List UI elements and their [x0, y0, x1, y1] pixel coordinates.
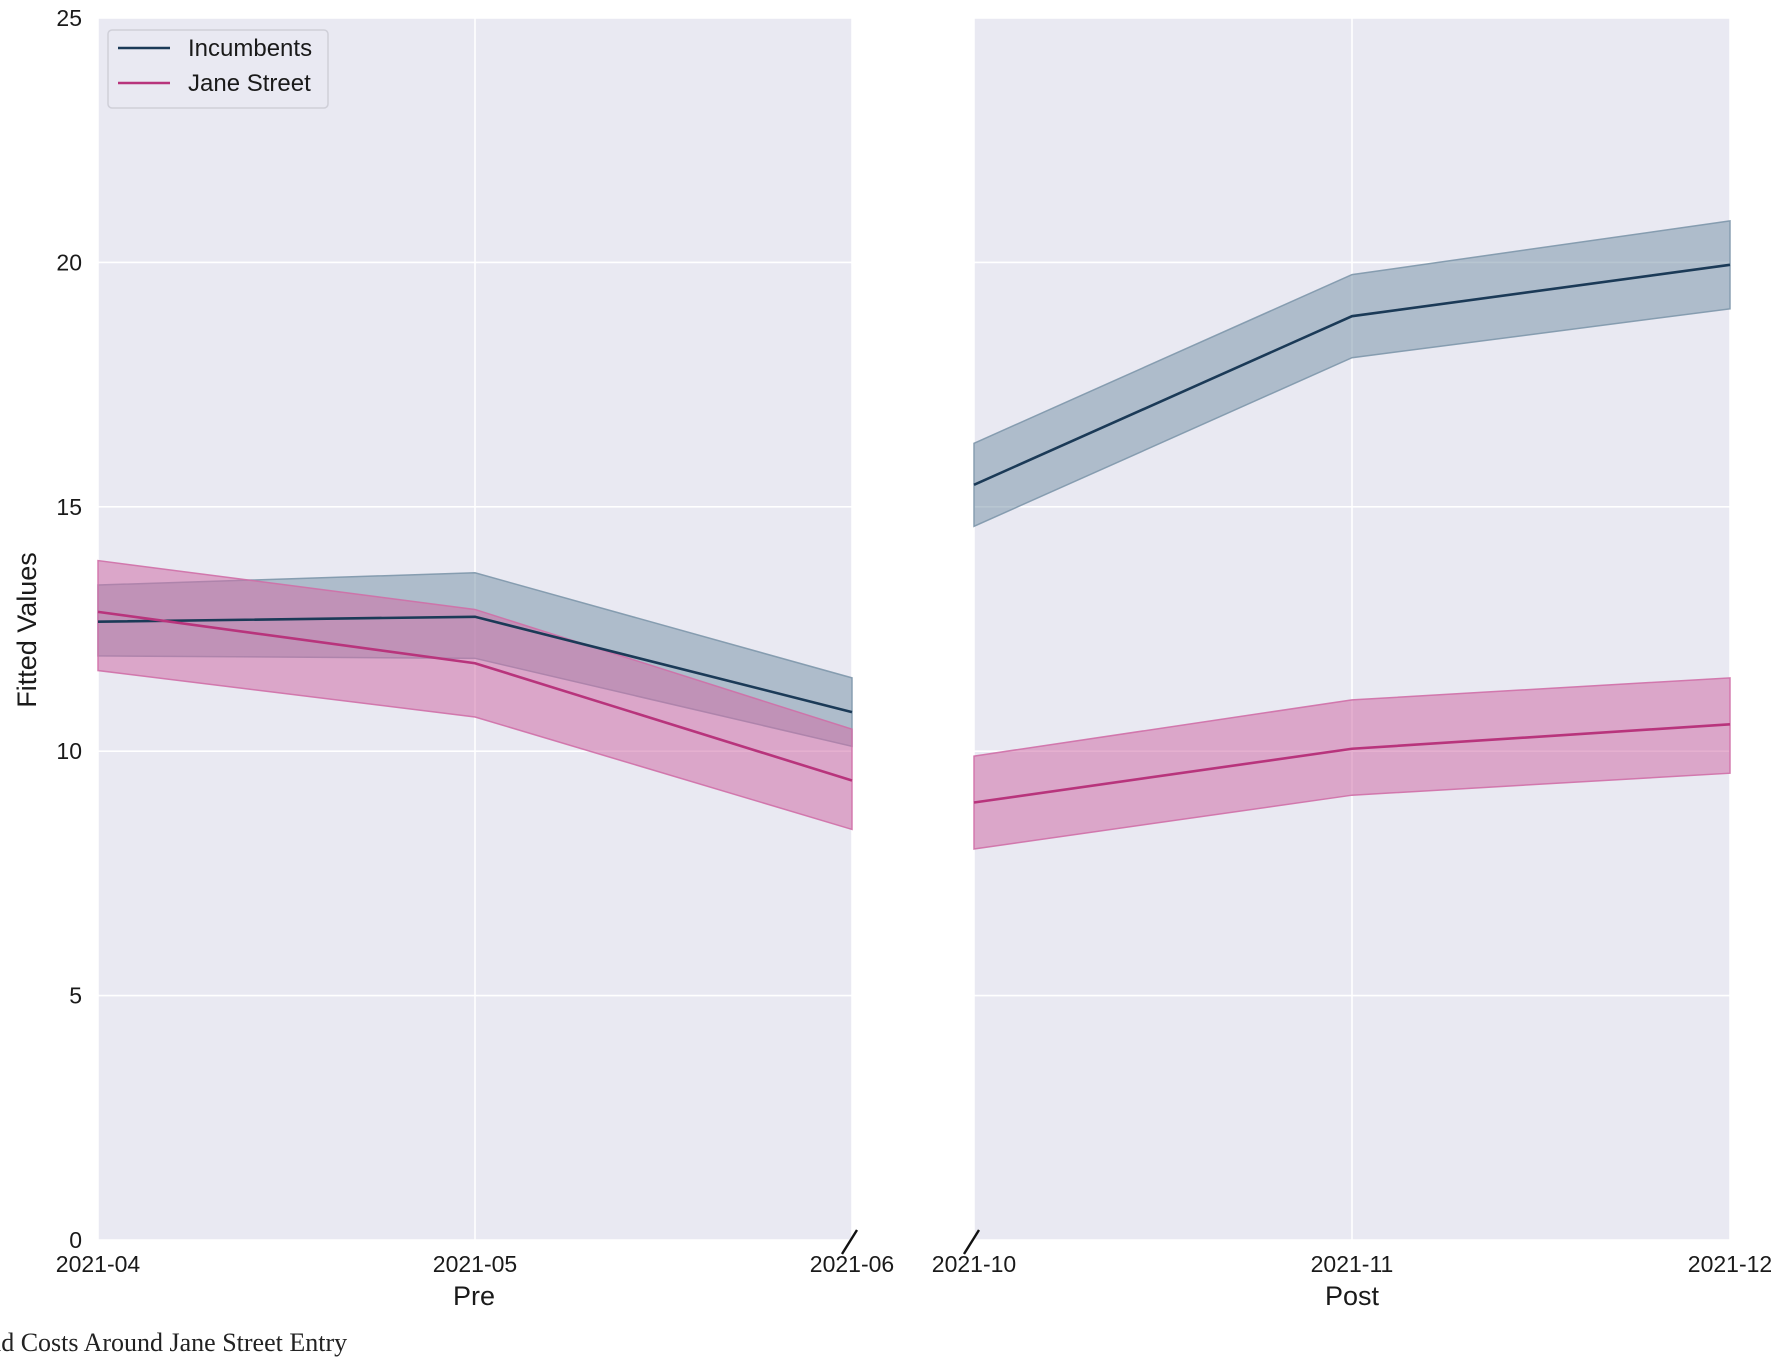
x-axis-title: Post — [1325, 1281, 1380, 1311]
axis-break-mark — [962, 1229, 981, 1255]
legend: Incumbents Jane Street — [107, 29, 329, 109]
y-tick-label: 20 — [56, 249, 82, 275]
y-tick-label: 10 — [56, 738, 82, 764]
x-tick-label: 2021-10 — [932, 1251, 1016, 1277]
confidence-band — [973, 677, 1731, 850]
legend-label: Incumbents — [188, 35, 312, 62]
y-tick-labels: 0 5 10 15 20 25 — [56, 5, 82, 1253]
confidence-band — [973, 219, 1731, 528]
legend-label: Jane Street — [188, 70, 311, 97]
y-tick-label: 15 — [56, 494, 82, 520]
axis-break-marks — [840, 1229, 981, 1255]
figure-caption: Spread Costs Around Jane Street Entry — [0, 1328, 348, 1357]
x-tick-label: 2021-12 — [1688, 1251, 1772, 1277]
x-tick-label: 2021-04 — [56, 1251, 141, 1277]
y-axis-title: Fitted Values — [12, 552, 42, 708]
series-line — [97, 610, 853, 782]
x-tick-label: 2021-11 — [1311, 1251, 1394, 1277]
panel-2: 2021-10 2021-11 2021-12 Post — [932, 17, 1772, 1311]
x-tick-label: 2021-06 — [810, 1251, 894, 1277]
y-tick-label: 5 — [69, 983, 82, 1009]
axis-break-mark — [840, 1229, 859, 1255]
series-line — [97, 615, 853, 714]
panel-1: 2021-04 2021-05 2021-06 Pre — [56, 17, 894, 1311]
confidence-band — [97, 559, 853, 831]
series-line — [973, 263, 1731, 486]
x-axis-title: Pre — [453, 1281, 495, 1311]
y-tick-label: 0 — [69, 1227, 82, 1253]
series-line — [973, 723, 1731, 804]
legend-box — [107, 29, 329, 109]
y-tick-label: 25 — [56, 5, 82, 31]
x-tick-label: 2021-05 — [433, 1251, 517, 1277]
